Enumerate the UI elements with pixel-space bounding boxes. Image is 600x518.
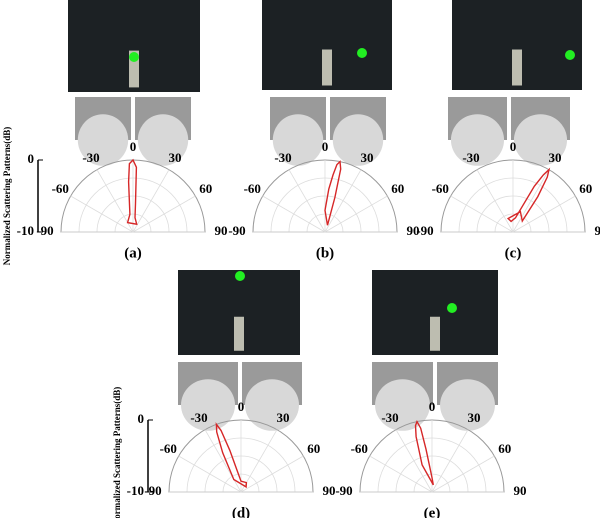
scattering-pattern xyxy=(506,167,551,223)
eye-lid xyxy=(137,114,189,166)
scattering-pattern xyxy=(324,160,342,226)
theta-tick-label: 0 xyxy=(130,139,137,154)
theta-tick-label: -30 xyxy=(82,150,99,165)
theta-tick-label: 60 xyxy=(199,181,212,196)
theta-tick-label: -30 xyxy=(381,410,398,425)
grid-line xyxy=(369,455,433,493)
grid-line xyxy=(96,169,134,233)
r-axis-label: Normalized Scattering Patterns(dB) xyxy=(112,387,122,518)
photo-cylinder xyxy=(512,49,522,86)
theta-tick-label: 60 xyxy=(391,181,404,196)
theta-tick-label: 0 xyxy=(238,399,245,414)
theta-tick-label: -90 xyxy=(144,483,161,498)
r-axis-label: Normalized Scattering Patterns(dB) xyxy=(2,127,12,265)
polar-frame xyxy=(60,159,206,233)
eye-lid xyxy=(245,379,299,431)
green-dot xyxy=(357,48,367,58)
grid-line xyxy=(132,195,196,233)
grid-line xyxy=(450,195,514,233)
theta-tick-label: -60 xyxy=(52,181,69,196)
scattering-pattern xyxy=(126,158,138,226)
theta-tick-label: 0 xyxy=(429,399,436,414)
grid-line xyxy=(240,429,278,493)
theta-tick-label: 90 xyxy=(323,483,336,498)
grid-line xyxy=(178,455,242,493)
green-dot xyxy=(235,271,245,281)
theta-tick-label: 90 xyxy=(514,483,527,498)
grid-line xyxy=(204,429,242,493)
grid-line xyxy=(324,169,362,233)
theta-tick-label: -60 xyxy=(432,181,449,196)
r-tick-label: 0 xyxy=(138,411,145,426)
r-tick-label: -10 xyxy=(17,223,34,238)
theta-tick-label: -60 xyxy=(351,441,368,456)
eye-lid xyxy=(450,114,505,166)
eye-lid xyxy=(272,114,324,166)
theta-tick-label: 30 xyxy=(468,410,481,425)
theta-tick-label: -90 xyxy=(335,483,352,498)
polar-frame xyxy=(168,419,314,493)
theta-tick-label: 30 xyxy=(277,410,290,425)
theta-tick-label: 30 xyxy=(361,150,374,165)
theta-tick-label: 90 xyxy=(215,223,228,238)
theta-tick-label: 30 xyxy=(549,150,562,165)
r-tick-label: -10 xyxy=(127,483,144,498)
grid-line xyxy=(288,169,326,233)
grid-line xyxy=(512,195,576,233)
grid-line xyxy=(132,169,170,233)
grid-line xyxy=(395,429,433,493)
scattering-pattern xyxy=(215,422,248,489)
green-dot xyxy=(129,52,139,62)
green-dot xyxy=(565,50,575,60)
grid-line xyxy=(476,169,514,233)
r-tick-label: 0 xyxy=(28,151,35,166)
theta-tick-label: -30 xyxy=(462,150,479,165)
photo-cylinder xyxy=(430,316,440,351)
theta-tick-label: 60 xyxy=(498,441,511,456)
eye-lid xyxy=(77,114,129,166)
panel-caption: (b) xyxy=(316,245,334,261)
panel-caption: (c) xyxy=(505,245,522,261)
photo-cylinder xyxy=(129,50,139,88)
theta-tick-label: 0 xyxy=(322,139,329,154)
polar-frame xyxy=(440,159,586,233)
panel-caption: (d) xyxy=(232,505,250,518)
grid-line xyxy=(512,169,550,233)
grid-line xyxy=(240,455,304,493)
grid-line xyxy=(70,195,134,233)
theta-tick-label: -90 xyxy=(228,223,245,238)
theta-tick-label: 90 xyxy=(595,223,600,238)
panel-caption: (a) xyxy=(124,245,142,261)
eye-lid xyxy=(513,114,568,166)
grid-line xyxy=(324,195,388,233)
panel-caption: (e) xyxy=(424,505,441,518)
theta-tick-label: -60 xyxy=(160,441,177,456)
photo-cylinder xyxy=(322,49,332,86)
theta-tick-label: 90 xyxy=(407,223,420,238)
grid-line xyxy=(431,429,469,493)
eye-lid xyxy=(440,379,495,431)
eye-lid xyxy=(181,379,235,431)
eye-lid xyxy=(332,114,384,166)
scattering-pattern xyxy=(414,419,434,486)
theta-tick-label: 60 xyxy=(579,181,592,196)
grid-line xyxy=(431,455,495,493)
theta-tick-label: -60 xyxy=(244,181,261,196)
eye-lid xyxy=(375,379,430,431)
theta-tick-label: -90 xyxy=(36,223,53,238)
theta-tick-label: 30 xyxy=(169,150,182,165)
theta-tick-label: -30 xyxy=(274,150,291,165)
theta-tick-label: -30 xyxy=(190,410,207,425)
green-dot xyxy=(447,303,457,313)
theta-tick-label: 0 xyxy=(510,139,517,154)
theta-tick-label: 60 xyxy=(307,441,320,456)
polar-frame xyxy=(252,159,398,233)
photo-cylinder xyxy=(234,316,244,351)
grid-line xyxy=(262,195,326,233)
polar-frame xyxy=(359,419,505,493)
theta-tick-label: -90 xyxy=(416,223,433,238)
